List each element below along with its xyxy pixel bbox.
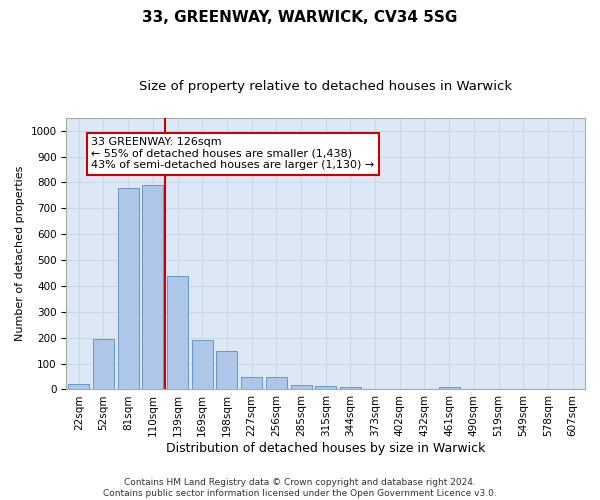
Bar	[266, 376, 287, 390]
Bar	[192, 340, 213, 390]
Bar	[142, 185, 163, 390]
Bar	[340, 388, 361, 390]
Bar	[93, 339, 114, 390]
Bar	[315, 386, 336, 390]
Bar	[68, 384, 89, 390]
Bar	[290, 385, 311, 390]
Bar	[217, 351, 238, 390]
Bar	[241, 376, 262, 390]
Text: 33 GREENWAY: 126sqm
← 55% of detached houses are smaller (1,438)
43% of semi-det: 33 GREENWAY: 126sqm ← 55% of detached ho…	[91, 137, 374, 170]
Bar	[439, 388, 460, 390]
Y-axis label: Number of detached properties: Number of detached properties	[15, 166, 25, 342]
Title: Size of property relative to detached houses in Warwick: Size of property relative to detached ho…	[139, 80, 512, 93]
Bar	[167, 276, 188, 390]
Text: Contains HM Land Registry data © Crown copyright and database right 2024.
Contai: Contains HM Land Registry data © Crown c…	[103, 478, 497, 498]
Text: 33, GREENWAY, WARWICK, CV34 5SG: 33, GREENWAY, WARWICK, CV34 5SG	[142, 10, 458, 25]
X-axis label: Distribution of detached houses by size in Warwick: Distribution of detached houses by size …	[166, 442, 485, 455]
Bar	[118, 188, 139, 390]
